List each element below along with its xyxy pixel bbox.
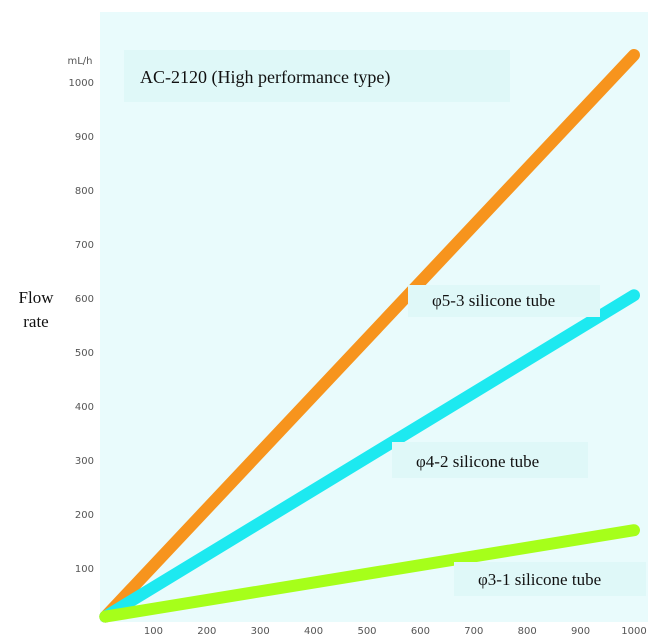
series-label-phi3-1: φ3-1 silicone tube xyxy=(478,570,601,589)
chart-title: AC-2120 (High performance type) xyxy=(140,67,390,88)
x-tick-label: 700 xyxy=(464,626,483,637)
y-tick-label: 1000 xyxy=(69,78,94,89)
x-tick-label: 300 xyxy=(251,626,270,637)
series-line-1 xyxy=(99,289,640,623)
x-tick-label: 800 xyxy=(518,626,537,637)
series-label-bg-2 xyxy=(454,562,646,596)
x-tick-label: 900 xyxy=(571,626,590,637)
x-tick-label: 200 xyxy=(197,626,216,637)
series-label-phi5-3: φ5-3 silicone tube xyxy=(432,291,555,310)
y-axis-label-line-2: rate xyxy=(23,312,49,331)
y-tick-label: 300 xyxy=(75,456,94,467)
y-tick-label: 900 xyxy=(75,132,94,143)
y-tick-label: 100 xyxy=(75,564,94,575)
x-axis-ticks: 100 200 300 400 500 600 700 800 900 1000 xyxy=(144,626,647,637)
series-line-2 xyxy=(99,524,640,623)
y-axis-label: Flow rate xyxy=(8,286,64,334)
y-tick-label: 800 xyxy=(75,186,94,197)
y-tick-label: 200 xyxy=(75,510,94,521)
y-tick-label: 700 xyxy=(75,240,94,251)
x-tick-label: 100 xyxy=(144,626,163,637)
y-unit-label: mL/h xyxy=(67,56,92,67)
x-tick-label: 400 xyxy=(304,626,323,637)
title-box xyxy=(124,50,510,102)
series-label-phi4-2: φ4-2 silicone tube xyxy=(416,452,539,471)
x-tick-label: 500 xyxy=(357,626,376,637)
y-axis-label-line-1: Flow xyxy=(18,288,54,307)
y-tick-label: 400 xyxy=(75,402,94,413)
y-axis-ticks: 100 200 300 400 500 600 700 800 900 1000 xyxy=(69,78,94,575)
x-tick-label: 1000 xyxy=(621,626,646,637)
x-tick-label: 600 xyxy=(411,626,430,637)
series-lines xyxy=(99,49,640,623)
series-line-0 xyxy=(99,49,640,623)
y-tick-label: 500 xyxy=(75,348,94,359)
series-label-bg-1 xyxy=(392,442,588,478)
y-tick-label: 600 xyxy=(75,294,94,305)
series-label-bg-0 xyxy=(408,285,600,317)
